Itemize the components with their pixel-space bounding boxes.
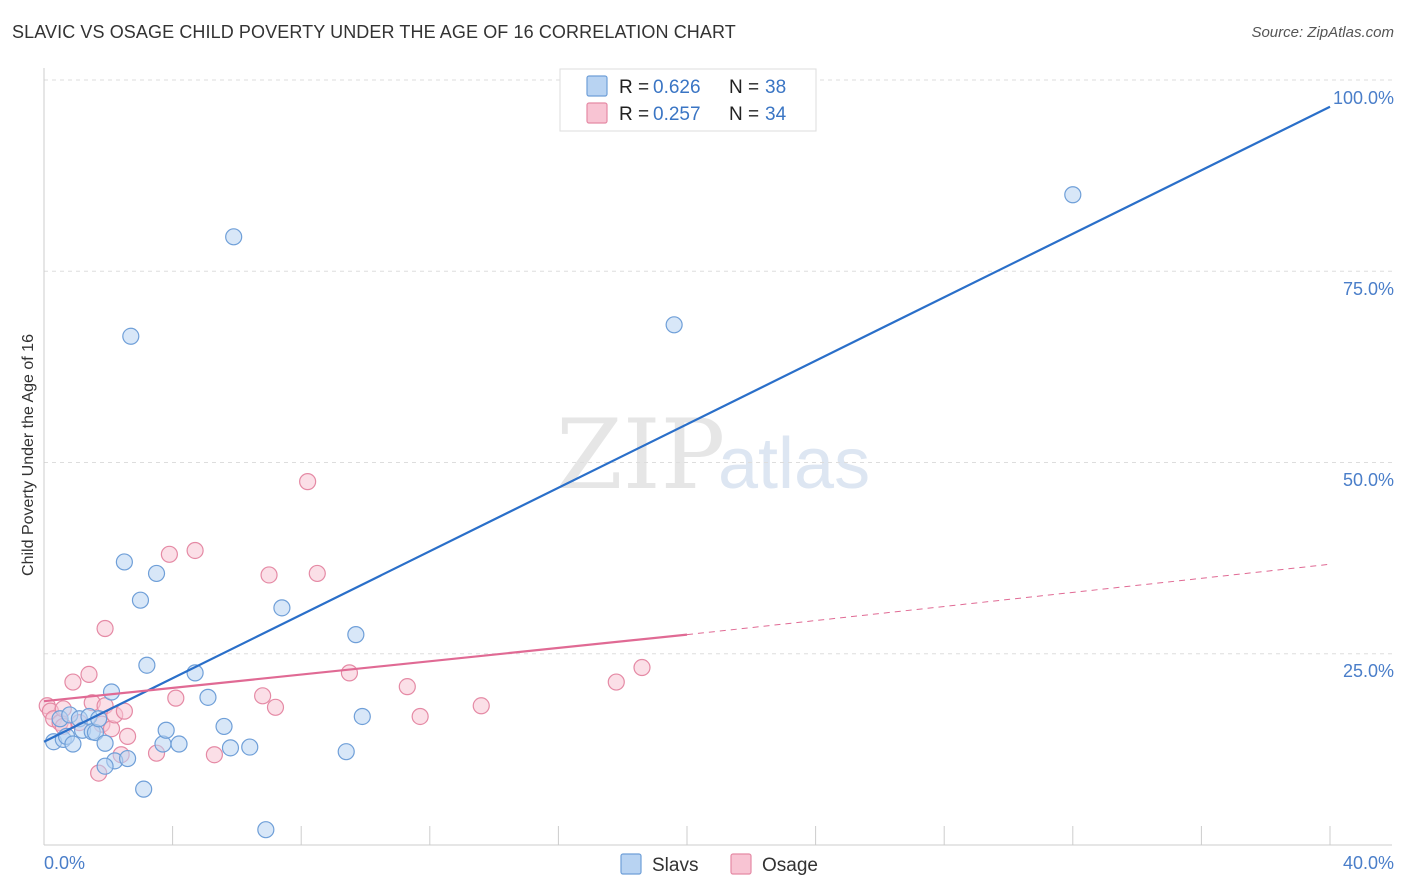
osage-point — [411, 707, 429, 726]
y-tick-labels: 25.0% 50.0% 75.0% 100.0% — [1333, 88, 1394, 681]
osage-point — [118, 727, 137, 745]
slavs-point — [135, 780, 153, 798]
slavs-point — [665, 316, 683, 334]
slavs-trend-line — [43, 105, 1331, 743]
legend-slavs-n-label: N = — [729, 77, 759, 98]
watermark: ZIP atlas — [556, 399, 870, 511]
osage-point — [80, 665, 98, 684]
slavs-point — [337, 743, 355, 761]
legend-swatch-osage — [586, 102, 608, 124]
y-tick-label-25: 25.0% — [1343, 661, 1394, 681]
legend-osage-r-value: 0.257 — [653, 104, 701, 125]
watermark-zip: ZIP — [556, 399, 725, 511]
slavs-point — [347, 626, 365, 644]
y-axis-label: Child Poverty Under the Age of 16 — [20, 334, 37, 576]
osage-trend-extension — [686, 563, 1331, 636]
legend-slavs-r-label: R = — [619, 77, 649, 98]
osage-point — [340, 664, 359, 682]
slavs-point — [64, 735, 82, 753]
gridlines — [44, 79, 1392, 655]
slavs-point — [1064, 186, 1082, 204]
bottom-legend-osage: Osage — [762, 855, 818, 876]
slavs-point — [96, 757, 114, 775]
slavs-point — [353, 707, 371, 726]
legend-slavs-n-value: 38 — [765, 77, 786, 98]
legend-swatch-slavs — [586, 75, 608, 97]
slavs-point — [225, 228, 243, 246]
bottom-legend-swatch-osage — [730, 853, 752, 875]
osage-point — [260, 566, 278, 584]
slavs-point — [118, 749, 137, 768]
osage-points — [38, 473, 651, 782]
slavs-points — [45, 186, 1082, 839]
slavs-point — [102, 683, 121, 701]
y-tick-label-50: 50.0% — [1343, 470, 1394, 490]
osage-point — [472, 697, 490, 715]
osage-point — [308, 564, 326, 583]
y-tick-label-100: 100.0% — [1333, 88, 1394, 108]
watermark-atlas: atlas — [718, 424, 870, 504]
top-legend: R = 0.626 N = 38 R = 0.257 N = 34 — [559, 68, 817, 132]
slavs-point — [147, 564, 166, 583]
osage-point — [266, 698, 285, 716]
bottom-legend: Slavs Osage — [620, 853, 818, 876]
slavs-point — [215, 717, 233, 736]
y-tick-label-75: 75.0% — [1343, 279, 1394, 299]
legend-osage-r-label: R = — [619, 104, 649, 125]
slavs-point — [115, 553, 133, 571]
legend-osage-n-label: N = — [729, 104, 759, 125]
osage-point — [398, 678, 416, 696]
osage-point — [633, 658, 651, 677]
osage-point — [299, 473, 317, 491]
slavs-point — [199, 688, 217, 706]
osage-point — [254, 687, 272, 705]
chart-title: SLAVIC VS OSAGE CHILD POVERTY UNDER THE … — [12, 22, 736, 42]
slavs-point — [122, 327, 140, 345]
slavs-point — [131, 591, 150, 609]
slavs-point — [257, 821, 275, 839]
slavs-point — [96, 734, 114, 752]
osage-point — [167, 689, 185, 707]
slavs-point — [157, 721, 175, 739]
slavs-point — [221, 739, 240, 757]
x-tick-marks — [172, 826, 1331, 845]
osage-point — [186, 541, 204, 560]
osage-point — [205, 746, 223, 764]
osage-point — [64, 673, 82, 691]
trend-lines — [43, 105, 1331, 743]
osage-point — [96, 619, 114, 638]
chart-source: Source: ZipAtlas.com — [1251, 24, 1394, 41]
bottom-legend-swatch-slavs — [620, 853, 642, 875]
x-tick-label-max: 40.0% — [1343, 853, 1394, 873]
legend-osage-n-value: 34 — [765, 104, 787, 125]
x-tick-label-min: 0.0% — [44, 853, 85, 873]
legend-slavs-r-value: 0.626 — [653, 77, 701, 98]
slavs-point — [273, 599, 291, 617]
slavs-point — [170, 735, 188, 753]
osage-point — [607, 673, 625, 691]
slavs-point — [241, 738, 259, 756]
slavs-point — [138, 656, 156, 674]
osage-trend-line — [43, 633, 688, 703]
bottom-legend-slavs: Slavs — [652, 855, 698, 876]
osage-point — [160, 545, 178, 563]
